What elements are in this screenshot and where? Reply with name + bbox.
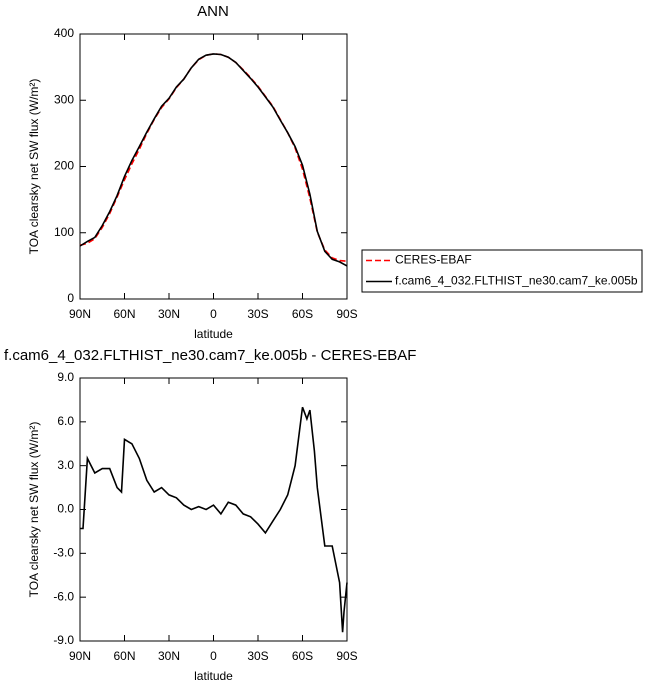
y-tick-label: 0.0 <box>57 502 74 516</box>
x-tick-label: 90S <box>336 649 357 663</box>
x-tick-label: 30S <box>247 649 268 663</box>
data-line <box>79 53 348 267</box>
y-tick-label: -3.0 <box>53 546 74 560</box>
x-tick-label: 0 <box>210 307 217 321</box>
x-tick-label: 60N <box>113 649 135 663</box>
legend-label: f.cam6_4_032.FLTHIST_ne30.cam7_ke.005b <box>395 274 638 288</box>
x-tick-label: 0 <box>210 649 217 663</box>
x-tick-label: 60S <box>292 307 313 321</box>
y-tick-label: -6.0 <box>53 589 74 603</box>
x-tick-label: 90S <box>336 307 357 321</box>
x-tick-label: 30N <box>158 649 180 663</box>
y-axis-label: TOA clearsky net SW flux (W/m²) <box>27 422 41 598</box>
y-tick-label: 200 <box>54 159 74 173</box>
x-tick-label: 90N <box>69 649 91 663</box>
y-tick-label: 100 <box>54 225 74 239</box>
legend-label: CERES-EBAF <box>395 253 472 267</box>
plot-frame <box>79 33 348 300</box>
y-tick-label: 400 <box>54 26 74 40</box>
y-tick-label: 6.0 <box>57 414 74 428</box>
x-tick-label: 60N <box>113 307 135 321</box>
x-axis-label: latitude <box>194 327 233 341</box>
y-tick-label: 9.0 <box>57 370 74 384</box>
data-line <box>80 406 348 633</box>
y-tick-label: 300 <box>54 92 74 106</box>
x-tick-label: 60S <box>292 649 313 663</box>
y-tick-label: 3.0 <box>57 458 74 472</box>
chart-title: ANN <box>197 3 229 20</box>
y-axis-label: TOA clearsky net SW flux (W/m²) <box>27 79 41 255</box>
legend-box <box>361 249 643 293</box>
chart-title: f.cam6_4_032.FLTHIST_ne30.cam7_ke.005b -… <box>4 347 416 364</box>
x-tick-label: 30N <box>158 307 180 321</box>
y-tick-label: 0 <box>67 291 74 305</box>
x-tick-label: 30S <box>247 307 268 321</box>
y-tick-label: -9.0 <box>53 633 74 647</box>
data-line <box>79 53 348 262</box>
x-axis-label: latitude <box>194 669 233 683</box>
x-tick-label: 90N <box>69 307 91 321</box>
